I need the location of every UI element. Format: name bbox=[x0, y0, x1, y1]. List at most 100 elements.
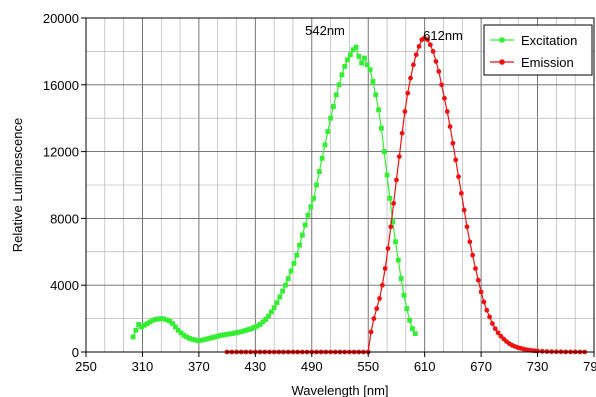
data-point-excitation bbox=[359, 60, 365, 66]
data-point-excitation bbox=[136, 322, 142, 327]
data-point-excitation bbox=[328, 115, 333, 121]
data-point-excitation bbox=[395, 257, 401, 263]
data-point-emission bbox=[427, 42, 433, 48]
data-point-excitation bbox=[187, 335, 192, 341]
data-point-emission bbox=[539, 348, 545, 354]
data-point-excitation bbox=[288, 268, 294, 274]
x-tick-label: 370 bbox=[188, 359, 210, 374]
x-tick-label: 790 bbox=[583, 359, 596, 374]
data-point-excitation bbox=[260, 319, 266, 325]
data-point-excitation bbox=[158, 316, 164, 321]
data-point-excitation bbox=[393, 239, 398, 245]
data-point-emission bbox=[430, 49, 436, 54]
x-tick-label: 730 bbox=[527, 359, 549, 374]
data-point-excitation bbox=[353, 44, 359, 50]
data-point-excitation bbox=[356, 54, 362, 59]
data-point-emission bbox=[385, 246, 391, 251]
data-point-excitation bbox=[164, 317, 170, 323]
data-point-excitation bbox=[147, 319, 153, 325]
data-point-excitation bbox=[384, 172, 390, 178]
data-point-excitation bbox=[167, 318, 173, 324]
data-point-excitation bbox=[362, 55, 367, 61]
data-point-emission bbox=[458, 190, 464, 196]
y-tick-label: 12000 bbox=[43, 145, 79, 160]
data-point-emission bbox=[433, 59, 439, 64]
annotation-emission-peak: 612nm bbox=[423, 28, 463, 43]
data-point-excitation bbox=[308, 204, 314, 210]
data-point-excitation bbox=[133, 327, 139, 333]
data-point-excitation bbox=[172, 324, 178, 330]
data-point-excitation bbox=[277, 294, 283, 300]
data-point-excitation bbox=[192, 337, 198, 343]
data-point-excitation bbox=[339, 72, 345, 78]
x-tick-label: 250 bbox=[75, 359, 97, 374]
data-point-emission bbox=[464, 224, 470, 230]
data-point-emission bbox=[399, 130, 405, 136]
ticks: 250 310 370 430 490 550 610 670 730 790 0 4000 8000 1… bbox=[43, 11, 596, 374]
data-point-excitation bbox=[254, 323, 260, 329]
data-point-emission bbox=[410, 62, 416, 68]
data-point-excitation bbox=[302, 222, 308, 228]
data-point-excitation bbox=[311, 195, 317, 201]
data-point-excitation bbox=[410, 326, 415, 332]
data-point-excitation bbox=[144, 321, 150, 327]
data-point-excitation bbox=[285, 276, 291, 281]
data-point-excitation bbox=[237, 329, 243, 335]
data-point-emission bbox=[447, 124, 453, 129]
data-point-emission bbox=[408, 75, 413, 81]
data-point-excitation bbox=[331, 104, 336, 109]
data-point-excitation bbox=[404, 306, 410, 311]
data-point-emission bbox=[402, 109, 408, 114]
legend-label-emission: Emission bbox=[521, 55, 574, 70]
data-point-excitation bbox=[240, 328, 246, 334]
data-point-emission bbox=[481, 299, 487, 305]
data-point-emission bbox=[439, 82, 444, 88]
data-point-excitation bbox=[387, 195, 393, 201]
data-point-excitation bbox=[223, 332, 229, 337]
data-point-emission bbox=[416, 43, 422, 49]
data-point-excitation bbox=[381, 149, 387, 154]
x-axis-title: Wavelength [nm] bbox=[291, 383, 388, 397]
data-point-emission bbox=[371, 316, 377, 321]
data-point-excitation bbox=[305, 212, 311, 218]
y-tick-label: 20000 bbox=[43, 11, 79, 26]
y-tick-label: 16000 bbox=[43, 78, 79, 93]
data-point-excitation bbox=[153, 317, 159, 322]
data-point-excitation bbox=[299, 232, 305, 238]
x-tick-label: 550 bbox=[357, 359, 379, 374]
data-point-excitation bbox=[319, 155, 325, 161]
data-point-excitation bbox=[246, 327, 252, 332]
plot-border bbox=[85, 17, 595, 353]
data-point-excitation bbox=[373, 92, 379, 98]
data-point-excitation bbox=[350, 47, 356, 53]
data-point-emission bbox=[413, 52, 419, 58]
data-point-excitation bbox=[378, 125, 384, 131]
data-point-emission bbox=[388, 224, 394, 230]
data-point-excitation bbox=[209, 335, 215, 341]
data-point-emission bbox=[379, 282, 385, 288]
data-point-excitation bbox=[189, 336, 195, 342]
series-excitation bbox=[130, 44, 418, 344]
data-point-emission bbox=[492, 326, 498, 332]
x-tick-label: 670 bbox=[470, 359, 492, 374]
data-point-excitation bbox=[333, 92, 339, 98]
legend-marker-emission bbox=[499, 59, 505, 65]
data-point-emission bbox=[436, 69, 442, 74]
data-point-emission bbox=[490, 321, 495, 327]
data-point-excitation bbox=[297, 242, 302, 248]
data-point-excitation bbox=[235, 330, 240, 335]
data-point-excitation bbox=[316, 169, 322, 175]
legend-box bbox=[483, 24, 593, 76]
data-point-excitation bbox=[178, 330, 184, 336]
data-point-excitation bbox=[322, 142, 328, 148]
data-point-excitation bbox=[266, 313, 271, 319]
data-point-excitation bbox=[407, 317, 413, 323]
data-point-excitation bbox=[251, 324, 257, 330]
data-point-excitation bbox=[243, 327, 249, 333]
data-point-excitation bbox=[274, 300, 280, 306]
data-point-excitation bbox=[367, 67, 373, 73]
data-point-excitation bbox=[215, 333, 221, 339]
data-point-excitation bbox=[220, 332, 226, 338]
annotation-excitation-peak: 542nm bbox=[305, 23, 345, 38]
